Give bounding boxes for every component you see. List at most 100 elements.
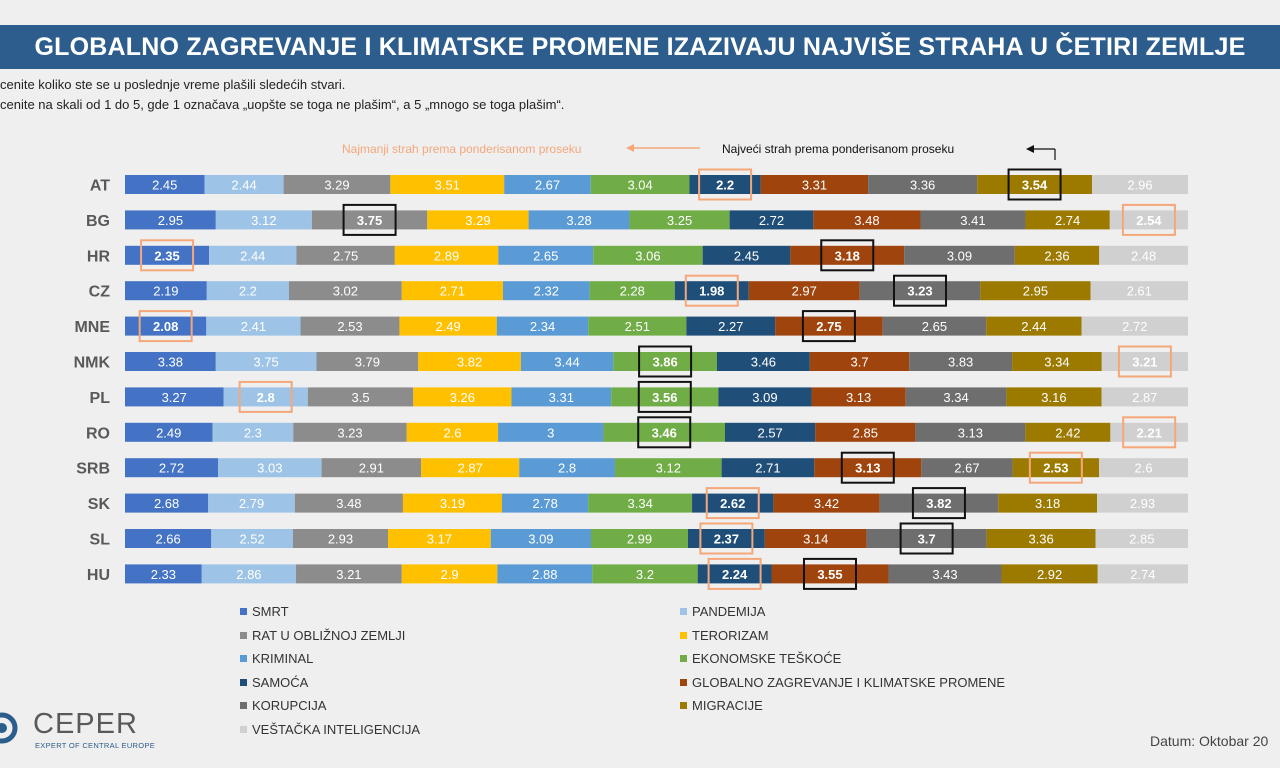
data-label: 2.61: [1127, 284, 1152, 299]
data-label: 2.72: [1122, 319, 1147, 334]
bar-segment: [866, 529, 987, 548]
data-label: 2.08: [153, 319, 178, 334]
data-label: 3.79: [355, 355, 380, 370]
arrow-min-head: [626, 144, 634, 152]
data-label: 3.82: [457, 355, 482, 370]
category-label-hr: HR: [87, 248, 111, 265]
bar-segment: [206, 316, 301, 336]
data-label: 2.86: [236, 567, 261, 582]
data-label: 3.55: [817, 567, 842, 582]
data-label: 2.65: [922, 319, 947, 334]
bar-segment: [986, 316, 1082, 336]
data-label: 2.66: [155, 532, 180, 547]
legend-item: KORUPCIJA: [240, 698, 326, 713]
data-label: 3.09: [947, 248, 972, 263]
bar-segment: [519, 458, 615, 478]
data-label: 2.44: [231, 178, 256, 193]
data-label: 3.51: [435, 178, 460, 193]
date-label: Datum: Oktobar 20: [1150, 733, 1269, 749]
stacked-bar-chart: AT 2.45 2.44 3.29 3.51 2.67 3.04 2.2 3.31 3.36 3.5…: [74, 144, 1188, 590]
category-label-sl: SL: [90, 532, 111, 549]
bar-segment: [859, 281, 981, 301]
bar-segment: [421, 458, 520, 478]
bar-segment: [307, 387, 414, 407]
data-label: 2.95: [1023, 284, 1048, 299]
legend-swatch: [680, 655, 687, 663]
bar-segment: [904, 245, 1015, 265]
data-label: 3.34: [628, 496, 653, 511]
data-label: 3.34: [943, 390, 968, 405]
bar-segment: [1006, 387, 1102, 407]
bar-segment: [725, 422, 816, 442]
bar-segment: [1001, 564, 1098, 584]
max-highlight-box: [342, 203, 397, 236]
category-label-at: AT: [90, 178, 110, 195]
bar-segment: [296, 245, 395, 265]
bar-segment: [1109, 210, 1188, 230]
legend-item: RAT U OBLIŽNOJ ZEMLJI: [240, 628, 405, 643]
bar-segment: [296, 564, 402, 584]
legend-label: MIGRACIJE: [692, 698, 763, 714]
data-label: 2.42: [1055, 425, 1080, 440]
bar-segment: [283, 175, 391, 194]
legend-swatch: [240, 655, 247, 663]
data-label: 3.16: [1041, 390, 1066, 405]
bar-segment: [1099, 245, 1188, 265]
data-label: 3.03: [257, 461, 282, 476]
legend-item: PANDEMIJA: [680, 604, 765, 619]
data-label: 2.67: [954, 461, 979, 476]
data-label: 3.48: [336, 496, 361, 511]
data-label: 2.96: [1127, 178, 1152, 193]
question-line-2: cenite na skali od 1 do 5, gde 1 označav…: [0, 97, 565, 112]
data-label: 3.48: [854, 213, 879, 228]
chart-title: GLOBALNO ZAGREVANJE I KLIMATSKE PROMENE …: [0, 25, 1280, 69]
data-label: 2.34: [530, 319, 555, 334]
bar-segment: [406, 422, 499, 442]
data-label: 2.45: [152, 178, 177, 193]
max-highlight-box: [637, 416, 692, 449]
data-label: 2.87: [458, 461, 483, 476]
bar-segment: [977, 175, 1092, 194]
legend-swatch: [680, 702, 687, 710]
bar-segment: [498, 245, 594, 265]
bar-segment: [497, 564, 593, 584]
bar-segment: [998, 493, 1098, 513]
data-label: 2.92: [1037, 567, 1062, 582]
data-label: 2.41: [241, 319, 266, 334]
data-label: 2.28: [620, 284, 645, 299]
question-line-1: cenite koliko ste se u poslednje vreme p…: [0, 77, 346, 92]
data-label: 3.38: [158, 355, 183, 370]
data-label: 2.53: [1043, 461, 1068, 476]
bar-segment: [401, 564, 498, 584]
max-highlight-box: [637, 380, 692, 413]
data-label: 2.75: [333, 248, 358, 263]
bar-segment: [288, 281, 402, 301]
bar-segment: [1012, 352, 1102, 371]
data-label: 2.67: [535, 178, 560, 193]
data-label: 2.89: [434, 248, 459, 263]
legend-swatch: [240, 631, 247, 639]
bar-segment: [603, 422, 726, 442]
bar-segment: [1099, 458, 1188, 478]
legend-label: EKONOMSKE TEŠKOĆE: [692, 651, 842, 667]
bar-segment: [686, 316, 776, 336]
legend-swatch: [680, 608, 687, 615]
min-highlight-box: [238, 380, 293, 413]
category-label-bg: BG: [86, 213, 110, 230]
logo-tagline: EXPERT OF CENTRAL EUROPE: [35, 741, 156, 750]
bar-segment: [204, 175, 284, 194]
data-label: 2.3: [244, 425, 262, 440]
min-highlight-box: [698, 168, 753, 201]
data-label: 2.36: [1044, 248, 1069, 263]
data-label: 2.93: [1130, 496, 1155, 511]
max-highlight-box: [911, 487, 966, 520]
legend-swatch: [240, 678, 247, 686]
data-label: 2.48: [1131, 248, 1156, 263]
bar-segment: [986, 529, 1096, 548]
bar-segment: [1110, 422, 1188, 442]
max-highlight-box: [820, 239, 875, 272]
data-label: 3.75: [253, 355, 278, 370]
data-label: 2.51: [625, 319, 650, 334]
legend-swatch: [240, 702, 247, 710]
legend-label: KRIMINAL: [252, 651, 314, 667]
